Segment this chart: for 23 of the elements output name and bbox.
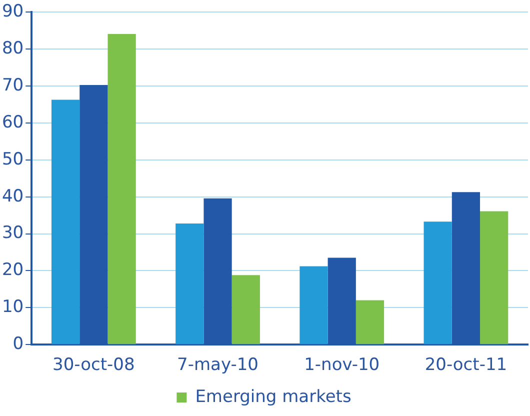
- y-tick-label: 80: [2, 38, 24, 59]
- bar: [356, 300, 384, 344]
- y-tick-label: 70: [2, 75, 24, 96]
- x-tick-label: 30-oct-08: [52, 355, 135, 376]
- y-tick-label: 10: [2, 297, 24, 318]
- y-tick-label: 40: [2, 186, 24, 206]
- bar: [300, 266, 328, 344]
- y-tick-label: 30: [2, 223, 24, 244]
- bar: [108, 34, 136, 344]
- bar: [480, 211, 508, 344]
- x-tick-label: 1-nov-10: [304, 355, 380, 376]
- y-tick-label: 50: [2, 149, 24, 170]
- y-tick-label: 90: [2, 2, 24, 22]
- legend-label: Emerging markets: [195, 386, 352, 407]
- x-tick-label: 7-may-10: [177, 355, 259, 376]
- y-tick-label: 0: [12, 334, 24, 354]
- bar: [176, 223, 204, 344]
- y-tick-label: 20: [2, 260, 24, 280]
- bar: [51, 100, 80, 344]
- y-tick-label: 60: [2, 112, 24, 132]
- bar: [424, 222, 452, 344]
- x-tick-label: 20-oct-11: [424, 355, 508, 376]
- bar: [232, 275, 260, 344]
